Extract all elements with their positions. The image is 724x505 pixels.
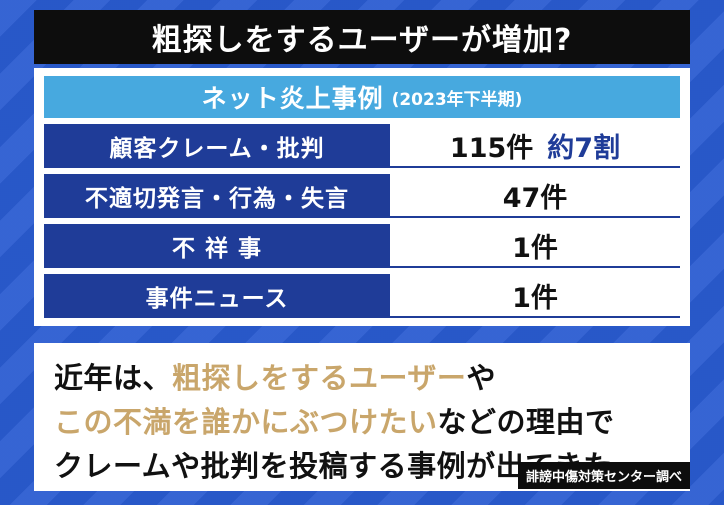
row-value: 1件 (512, 282, 558, 314)
table-row: 不 祥 事 1件 (44, 224, 680, 268)
title-bar: 粗探しをするユーザーが増加? (34, 10, 690, 64)
note-line-2: この不満を誰かにぶつけたいなどの理由で (54, 399, 615, 441)
row-label: 顧客クレーム・批判 (44, 124, 390, 168)
incident-table: ネット炎上事例 (2023年下半期) 顧客クレーム・批判 115件 約7割 不適… (34, 68, 690, 326)
row-value: 47件 (502, 182, 568, 214)
table-row: 顧客クレーム・批判 115件 約7割 (44, 124, 680, 168)
row-value-cell: 1件 (390, 274, 680, 318)
table-row: 事件ニュース 1件 (44, 274, 680, 318)
note-highlight: この不満を誰かにぶつけたい (54, 405, 438, 439)
note-text: などの理由で (437, 405, 615, 439)
row-value-cell: 47件 (390, 174, 680, 218)
row-label: 事件ニュース (44, 274, 390, 318)
table-header-period: (2023年下半期) (391, 89, 523, 110)
page-title: 粗探しをするユーザーが増加? (151, 23, 573, 58)
row-label: 不 祥 事 (44, 224, 390, 268)
note-highlight: 粗探しをするユーザー (172, 361, 467, 395)
row-value: 1件 (512, 232, 558, 264)
note-text: や (466, 361, 496, 395)
source-credit: 誹謗中傷対策センター調べ (517, 462, 690, 489)
row-share: 約7割 (547, 132, 621, 164)
note-line-1: 近年は、粗探しをするユーザーや (54, 355, 496, 397)
explanation-box: 近年は、粗探しをするユーザーや この不満を誰かにぶつけたいなどの理由で クレーム… (34, 343, 690, 491)
row-value: 115件 (449, 132, 534, 164)
row-label: 不適切発言・行為・失言 (44, 174, 390, 218)
table-header-title: ネット炎上事例 (201, 84, 384, 113)
row-value-cell: 1件 (390, 224, 680, 268)
note-text: 近年は、 (54, 361, 173, 395)
table-row: 不適切発言・行為・失言 47件 (44, 174, 680, 218)
table-header: ネット炎上事例 (2023年下半期) (44, 76, 680, 118)
row-value-cell: 115件 約7割 (390, 124, 680, 168)
